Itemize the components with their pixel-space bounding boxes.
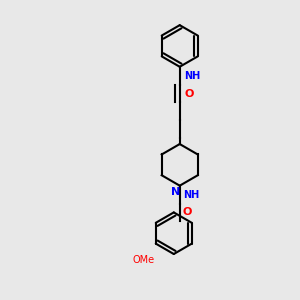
Text: O: O — [183, 207, 192, 218]
Text: N: N — [171, 187, 180, 197]
Text: NH: NH — [183, 190, 199, 200]
Text: NH: NH — [184, 71, 200, 81]
Text: OMe: OMe — [133, 255, 155, 265]
Text: O: O — [184, 88, 194, 98]
